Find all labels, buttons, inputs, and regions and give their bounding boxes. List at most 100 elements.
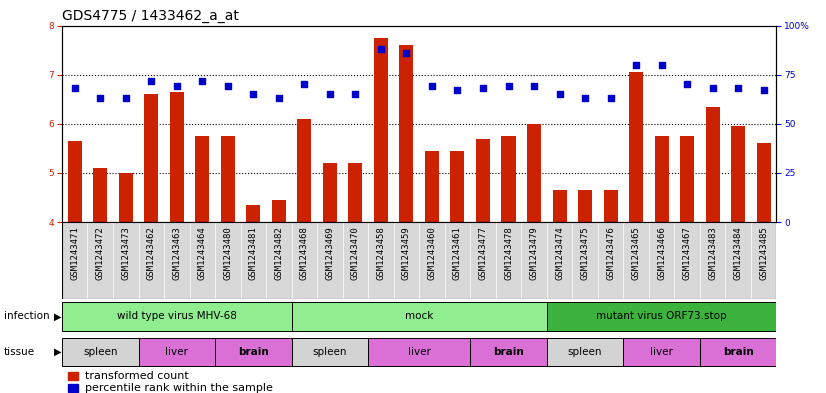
Text: GSM1243464: GSM1243464 xyxy=(197,226,206,280)
Bar xyxy=(598,222,624,299)
Point xyxy=(221,83,235,90)
Bar xyxy=(62,338,139,366)
Point xyxy=(349,91,362,97)
Bar xyxy=(547,302,776,331)
Bar xyxy=(62,302,292,331)
Bar xyxy=(317,222,343,299)
Text: GSM1243472: GSM1243472 xyxy=(96,226,105,280)
Bar xyxy=(425,151,439,222)
Bar xyxy=(221,136,235,222)
Bar xyxy=(68,372,78,380)
Text: GSM1243484: GSM1243484 xyxy=(733,226,743,280)
Bar xyxy=(501,136,515,222)
Text: GSM1243477: GSM1243477 xyxy=(478,226,487,280)
Bar xyxy=(139,338,215,366)
Point xyxy=(170,83,183,90)
Bar xyxy=(368,222,394,299)
Point xyxy=(629,62,643,68)
Bar xyxy=(624,222,649,299)
Bar xyxy=(450,151,464,222)
Point xyxy=(757,87,771,94)
Bar xyxy=(419,222,444,299)
Bar xyxy=(674,222,700,299)
Bar xyxy=(343,222,368,299)
Text: mock: mock xyxy=(405,311,434,321)
Text: GSM1243478: GSM1243478 xyxy=(504,226,513,280)
Text: GSM1243471: GSM1243471 xyxy=(70,226,79,280)
Point xyxy=(477,85,490,92)
Bar xyxy=(246,205,260,222)
Point xyxy=(681,81,694,88)
Text: liver: liver xyxy=(165,347,188,357)
Text: brain: brain xyxy=(493,347,524,357)
Bar xyxy=(680,136,694,222)
Bar xyxy=(624,338,700,366)
Text: GSM1243460: GSM1243460 xyxy=(427,226,436,280)
Text: ▶: ▶ xyxy=(54,347,61,357)
Text: ▶: ▶ xyxy=(54,311,61,321)
Bar xyxy=(572,222,598,299)
Bar xyxy=(604,190,618,222)
Bar xyxy=(93,168,107,222)
Point xyxy=(578,95,591,101)
Bar xyxy=(751,222,776,299)
Text: mutant virus ORF73.stop: mutant virus ORF73.stop xyxy=(596,311,727,321)
Text: GSM1243465: GSM1243465 xyxy=(632,226,641,280)
Text: GSM1243469: GSM1243469 xyxy=(325,226,335,280)
Bar xyxy=(578,190,592,222)
Point xyxy=(247,91,260,97)
Point xyxy=(119,95,132,101)
Bar xyxy=(189,222,215,299)
Bar xyxy=(170,92,184,222)
Bar xyxy=(145,94,159,222)
Point xyxy=(732,85,745,92)
Text: GSM1243462: GSM1243462 xyxy=(147,226,156,280)
Point xyxy=(145,77,158,84)
Bar xyxy=(547,222,572,299)
Bar xyxy=(88,222,113,299)
Bar xyxy=(292,222,317,299)
Bar xyxy=(725,222,751,299)
Text: spleen: spleen xyxy=(312,347,347,357)
Bar xyxy=(547,338,624,366)
Bar xyxy=(527,124,541,222)
Bar xyxy=(368,338,470,366)
Text: GDS4775 / 1433462_a_at: GDS4775 / 1433462_a_at xyxy=(62,9,239,23)
Text: GSM1243475: GSM1243475 xyxy=(581,226,590,280)
Text: transformed count: transformed count xyxy=(84,371,188,381)
Bar xyxy=(215,222,240,299)
Point xyxy=(604,95,617,101)
Bar xyxy=(476,138,490,222)
Text: GSM1243483: GSM1243483 xyxy=(708,226,717,280)
Bar xyxy=(629,72,643,222)
Text: GSM1243470: GSM1243470 xyxy=(351,226,360,280)
Bar xyxy=(705,107,719,222)
Point xyxy=(93,95,107,101)
Text: GSM1243461: GSM1243461 xyxy=(453,226,462,280)
Bar xyxy=(470,338,547,366)
Point xyxy=(425,83,439,90)
Text: infection: infection xyxy=(4,311,50,321)
Text: liver: liver xyxy=(650,347,673,357)
Text: GSM1243467: GSM1243467 xyxy=(682,226,691,280)
Text: GSM1243482: GSM1243482 xyxy=(274,226,283,280)
Point xyxy=(374,46,387,52)
Text: spleen: spleen xyxy=(567,347,602,357)
Point xyxy=(68,85,81,92)
Bar xyxy=(292,302,547,331)
Bar xyxy=(119,173,133,222)
Point xyxy=(196,77,209,84)
Bar xyxy=(113,222,139,299)
Bar xyxy=(164,222,189,299)
Text: GSM1243466: GSM1243466 xyxy=(657,226,666,280)
Bar xyxy=(62,222,88,299)
Text: GSM1243468: GSM1243468 xyxy=(300,226,309,280)
Point xyxy=(297,81,311,88)
Text: tissue: tissue xyxy=(4,347,36,357)
Point xyxy=(553,91,566,97)
Text: percentile rank within the sample: percentile rank within the sample xyxy=(84,382,273,393)
Bar xyxy=(649,222,674,299)
Bar xyxy=(374,38,388,222)
Point xyxy=(451,87,464,94)
Bar xyxy=(272,200,286,222)
